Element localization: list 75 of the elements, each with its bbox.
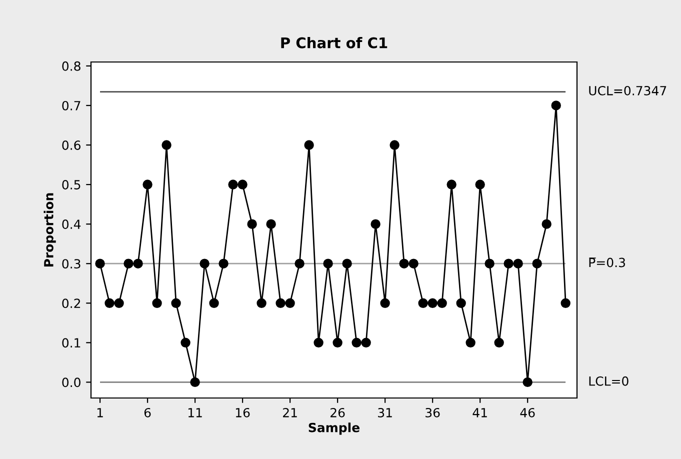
point bbox=[304, 140, 314, 150]
y-tick-label: 0.0 bbox=[62, 378, 80, 388]
ref-line-label: UCL=0.7347 bbox=[589, 86, 666, 96]
point bbox=[551, 100, 561, 110]
x-tick-label: 46 bbox=[520, 408, 535, 418]
point bbox=[266, 219, 276, 229]
point bbox=[152, 298, 162, 308]
x-tick-label: 31 bbox=[378, 408, 392, 418]
point bbox=[408, 258, 418, 268]
y-tick-label: 0.8 bbox=[62, 61, 80, 71]
point bbox=[352, 338, 362, 348]
point bbox=[171, 298, 181, 308]
point bbox=[532, 258, 542, 268]
point bbox=[390, 140, 400, 150]
point bbox=[180, 338, 190, 348]
point bbox=[247, 219, 257, 229]
point bbox=[418, 298, 428, 308]
x-tick-label: 41 bbox=[472, 408, 487, 418]
y-tick-label: 0.1 bbox=[62, 338, 80, 348]
ref-line-label: LCL=0 bbox=[589, 376, 628, 386]
point bbox=[494, 338, 504, 348]
point bbox=[162, 140, 172, 150]
y-axis-title: Proportion bbox=[44, 193, 56, 267]
point bbox=[209, 298, 219, 308]
chart-title: P Chart of C1 bbox=[281, 37, 388, 48]
point bbox=[314, 338, 324, 348]
point bbox=[95, 258, 105, 268]
point bbox=[466, 338, 476, 348]
x-tick-label: 11 bbox=[188, 408, 202, 418]
point bbox=[542, 219, 552, 229]
x-tick-label: 1 bbox=[97, 408, 103, 418]
x-tick-label: 6 bbox=[144, 408, 151, 418]
point bbox=[190, 377, 200, 388]
y-tick-label: 0.6 bbox=[62, 140, 80, 150]
point bbox=[560, 298, 570, 308]
y-tick-label: 0.4 bbox=[62, 220, 81, 229]
x-tick-label: 16 bbox=[236, 408, 250, 418]
point bbox=[332, 338, 342, 348]
point bbox=[104, 298, 114, 308]
x-tick-label: 21 bbox=[283, 408, 297, 418]
point bbox=[276, 298, 286, 308]
point bbox=[124, 258, 134, 268]
point bbox=[238, 180, 248, 190]
point bbox=[133, 258, 143, 268]
x-tick-label: 26 bbox=[330, 408, 345, 418]
point bbox=[475, 180, 485, 190]
point bbox=[437, 298, 447, 308]
point bbox=[446, 180, 456, 190]
y-tick-label: 0.5 bbox=[62, 180, 80, 190]
point bbox=[114, 298, 124, 308]
point bbox=[513, 258, 523, 268]
point bbox=[484, 258, 494, 268]
y-tick-label: 0.2 bbox=[62, 298, 80, 308]
point bbox=[428, 298, 438, 308]
point bbox=[294, 258, 304, 268]
point bbox=[380, 298, 390, 308]
x-axis-title: Sample bbox=[308, 422, 360, 435]
point bbox=[522, 377, 532, 388]
point bbox=[200, 258, 210, 268]
point bbox=[342, 258, 352, 268]
y-tick-label: 0.7 bbox=[62, 100, 80, 110]
point bbox=[456, 298, 466, 308]
point bbox=[361, 338, 371, 348]
y-tick-label: 0.3 bbox=[62, 259, 80, 269]
point bbox=[323, 258, 333, 268]
point bbox=[399, 258, 409, 268]
point bbox=[504, 258, 514, 268]
ref-line-label: P̅=0.3 bbox=[589, 258, 625, 268]
point bbox=[256, 298, 266, 308]
point bbox=[370, 219, 380, 229]
point bbox=[285, 298, 295, 308]
point bbox=[228, 180, 238, 190]
x-tick-label: 36 bbox=[426, 408, 440, 418]
point bbox=[142, 180, 152, 190]
point bbox=[218, 258, 228, 268]
